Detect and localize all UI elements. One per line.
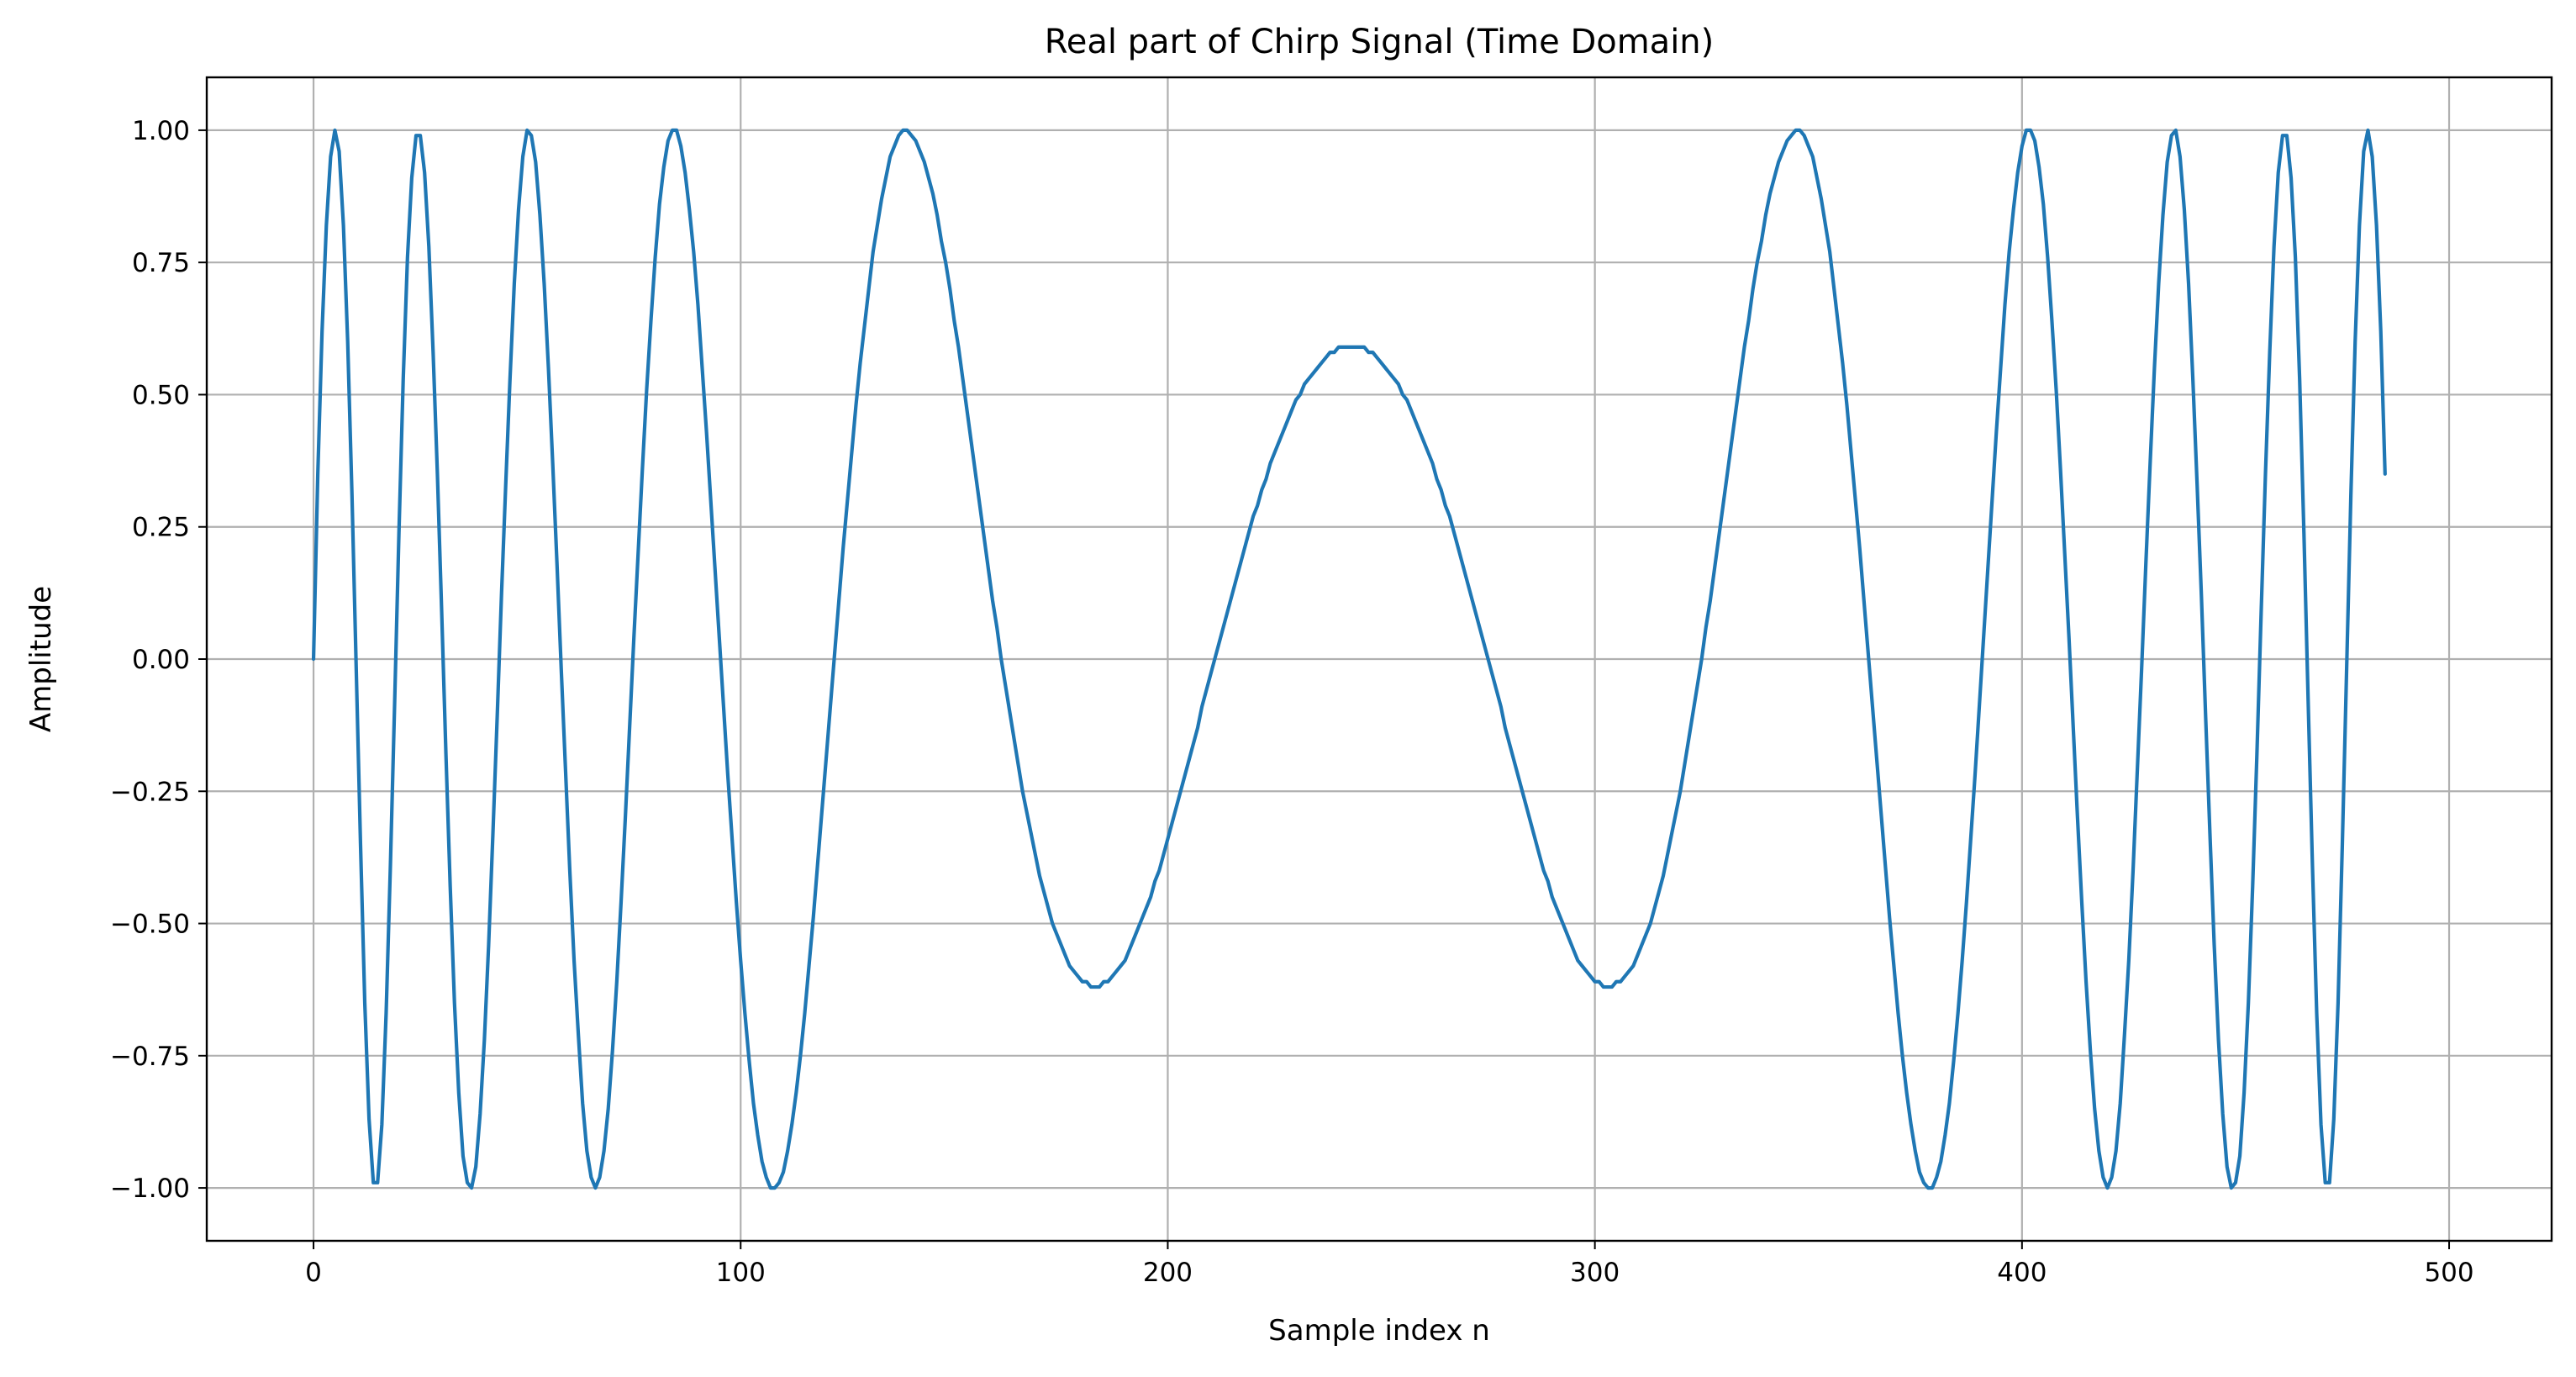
y-tick-label: 0.00 — [132, 645, 190, 675]
series-line-0 — [311, 128, 2387, 1190]
x-tick-label: 200 — [1143, 1258, 1193, 1288]
y-tick-label: −0.50 — [110, 910, 190, 940]
x-tick-label: 100 — [716, 1258, 766, 1288]
y-tick-label: −0.75 — [110, 1042, 190, 1072]
y-tick-label: 1.00 — [132, 116, 190, 146]
ticks: 0 100 200 300 400 500 1.00 0.75 0.50 0.25 0.00 −0.2… — [110, 116, 2474, 1288]
x-tick-label: 300 — [1570, 1258, 1620, 1288]
x-axis-label: Sample index n — [1268, 1314, 1490, 1348]
y-axis-label: Amplitude — [24, 586, 58, 732]
x-tick-label: 400 — [1997, 1258, 2047, 1288]
x-tick-label: 500 — [2424, 1258, 2473, 1288]
x-tick-label: 0 — [305, 1258, 322, 1288]
y-tick-label: −1.00 — [110, 1174, 190, 1204]
y-tick-label: 0.50 — [132, 380, 190, 410]
y-tick-label: 0.75 — [132, 248, 190, 278]
series-layer — [311, 128, 2387, 1190]
y-tick-label: −0.25 — [110, 777, 190, 807]
chart-title: Real part of Chirp Signal (Time Domain) — [1045, 23, 1715, 61]
grid — [207, 77, 2552, 1241]
y-tick-label: 0.25 — [132, 513, 190, 543]
